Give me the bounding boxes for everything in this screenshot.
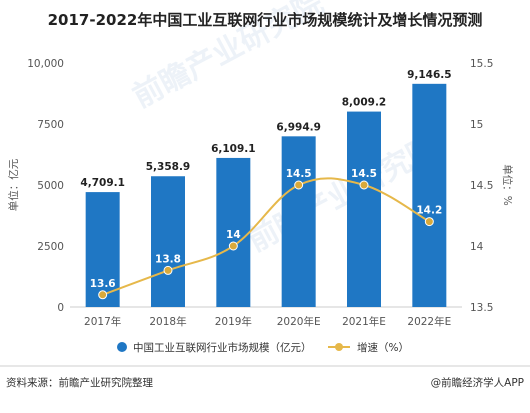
- growth-line: [102, 177, 430, 296]
- growth-point: [424, 217, 434, 227]
- growth-value-label: 14.2: [416, 205, 442, 217]
- source-note: 资料来源：前瞻产业研究院整理: [6, 376, 153, 389]
- x-tick-label: 2020年E: [277, 315, 321, 328]
- x-tick-label: 2021年E: [342, 315, 386, 328]
- x-tick-label: 2022年E: [407, 315, 451, 328]
- bar-value-label: 6,994.9: [276, 121, 321, 133]
- legend-line-dot: [335, 343, 343, 351]
- x-tick-label: 2017年: [84, 315, 121, 328]
- labels-layer: 4,709.1 5,358.9 6,109.1 6,994.9 8,009.2 9,146…: [80, 69, 451, 290]
- y-right-tick-label: 14.5: [470, 180, 493, 192]
- y-left-tick-label: 5000: [37, 180, 64, 192]
- legend-bar-label: 中国工业互联网行业市场规模（亿元）: [133, 341, 312, 354]
- growth-point: [98, 290, 108, 300]
- bar: [281, 136, 316, 307]
- y-right-tick-label: 13.5: [470, 302, 493, 314]
- x-tick-label: 2018年: [149, 315, 186, 328]
- legend: 中国工业互联网行业市场规模（亿元） 增速（%）: [117, 341, 409, 354]
- y-left-tick-label: 2500: [37, 241, 64, 253]
- legend-bar-marker: [117, 342, 127, 352]
- growth-point: [163, 265, 173, 275]
- legend-line-label: 增速（%）: [357, 341, 409, 354]
- bar: [412, 83, 447, 307]
- growth-value-label: 14.5: [286, 168, 312, 180]
- bars-layer: [85, 83, 447, 307]
- bar: [151, 176, 185, 307]
- y-left-axis-label: 单位：亿元: [7, 158, 20, 211]
- growth-point: [359, 180, 369, 190]
- x-tick-label: 2019年: [215, 315, 252, 328]
- growth-line-layer: [98, 177, 434, 300]
- y-right-tick-label: 15.5: [470, 58, 493, 70]
- bar-value-label: 8,009.2: [342, 97, 387, 109]
- growth-value-label: 14.5: [351, 168, 377, 180]
- y-left-tick-label: 10,000: [27, 58, 64, 70]
- growth-value-label: 13.6: [90, 278, 116, 290]
- bar-value-label: 9,146.5: [407, 69, 452, 81]
- y-right-axis-label: 单位：%: [501, 164, 514, 205]
- bar: [347, 111, 381, 307]
- growth-value-label: 14: [226, 229, 241, 241]
- y-left-tick-label: 0: [57, 302, 64, 314]
- growth-point: [294, 180, 304, 190]
- y-right-tick-label: 14: [470, 241, 484, 253]
- bar-value-label: 4,709.1: [80, 177, 125, 189]
- y-left-tick-label: 7500: [37, 119, 64, 131]
- chart-title: 2017-2022年中国工业互联网行业市场规模统计及增长情况预测: [48, 11, 483, 29]
- growth-point: [228, 241, 238, 251]
- growth-value-label: 13.8: [155, 253, 181, 265]
- bar-value-label: 5,358.9: [146, 161, 191, 173]
- bar: [85, 192, 120, 307]
- bar: [216, 157, 251, 307]
- y-right-tick-label: 15: [470, 119, 483, 131]
- ticks-layer: 0 2500 5000 7500 10,000 13.5 14 14.5 15 15.5 2017年…: [27, 58, 493, 328]
- credit-note: @前瞻经济学人APP: [431, 376, 524, 389]
- bar-value-label: 6,109.1: [211, 143, 256, 155]
